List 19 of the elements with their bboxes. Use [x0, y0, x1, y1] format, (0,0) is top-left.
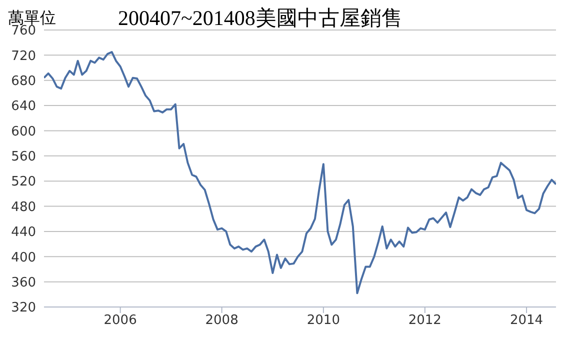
y-tick-label: 360 — [11, 275, 36, 290]
x-tick-label: 2012 — [408, 313, 442, 328]
y-tick-label: 480 — [11, 200, 36, 215]
chart-title: 200407~201408美國中古屋銷售 — [118, 5, 402, 32]
y-tick-label: 440 — [11, 225, 36, 240]
y-tick-label: 640 — [11, 99, 36, 114]
y-tick-label: 320 — [11, 300, 36, 316]
y-tick-label: 600 — [11, 124, 36, 140]
y-tick-label: 760 — [11, 24, 36, 39]
y-tick-label: 400 — [11, 250, 36, 266]
x-tick-label: 2008 — [205, 313, 238, 328]
line-series — [44, 51, 556, 294]
y-tick-label: 720 — [11, 48, 36, 64]
x-tick-label: 2014 — [510, 313, 544, 328]
y-tick-label: 560 — [11, 150, 36, 165]
y-tick-label: 520 — [11, 174, 36, 190]
x-tick-label: 2010 — [306, 313, 340, 328]
y-tick-label: 680 — [11, 74, 36, 89]
x-tick-label: 2006 — [104, 313, 137, 328]
